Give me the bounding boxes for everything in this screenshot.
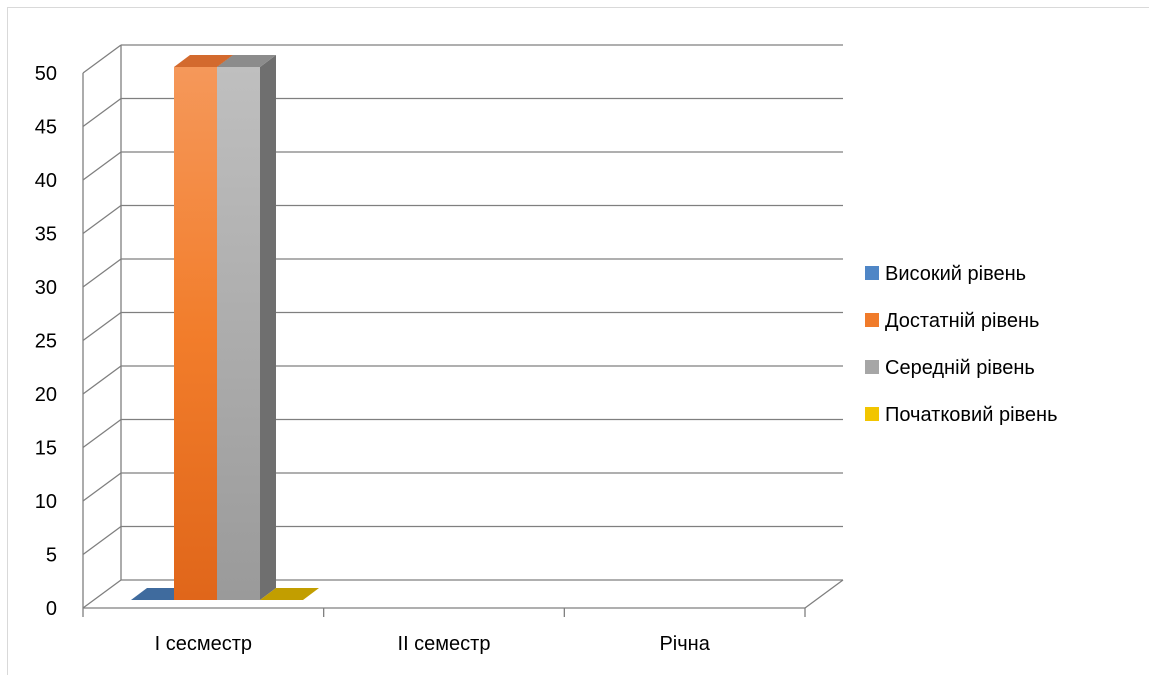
legend-item: Високий рівень [865,263,1026,285]
y-tick-label: 25 [35,331,57,353]
y-tick-label: 5 [46,545,57,567]
legend-label: Початковий рівень [885,404,1058,426]
x-tick-label: Річна [659,633,710,655]
x-tick-label: ІІ семестр [398,633,491,655]
bar-0-2 [217,55,276,600]
y-tick-label: 15 [35,438,57,460]
gridline-0 [82,579,122,609]
x-tick-label: І сесместр [155,633,252,655]
y-tick-label: 35 [35,224,57,246]
bar-0-3 [260,588,319,600]
y-tick-label: 20 [35,384,57,406]
y-tick-label: 30 [35,277,57,299]
legend-swatch [865,360,879,374]
legend-swatch [865,266,879,280]
legend-item: Достатній рівень [865,310,1039,332]
legend-item: Початковий рівень [865,404,1058,426]
y-tick-label: 40 [35,170,57,192]
legend-label: Достатній рівень [885,310,1039,332]
y-tick-label: 50 [35,63,57,85]
y-tick-label: 0 [46,598,57,620]
legend-item: Середній рівень [865,357,1035,379]
y-tick-label: 45 [35,117,57,139]
legend-label: Середній рівень [885,357,1035,379]
gridline-50 [82,44,843,74]
legend-swatch [865,313,879,327]
legend-label: Високий рівень [885,263,1026,285]
chart-area [7,7,1149,675]
y-tick-label: 10 [35,491,57,513]
legend-swatch [865,407,879,421]
